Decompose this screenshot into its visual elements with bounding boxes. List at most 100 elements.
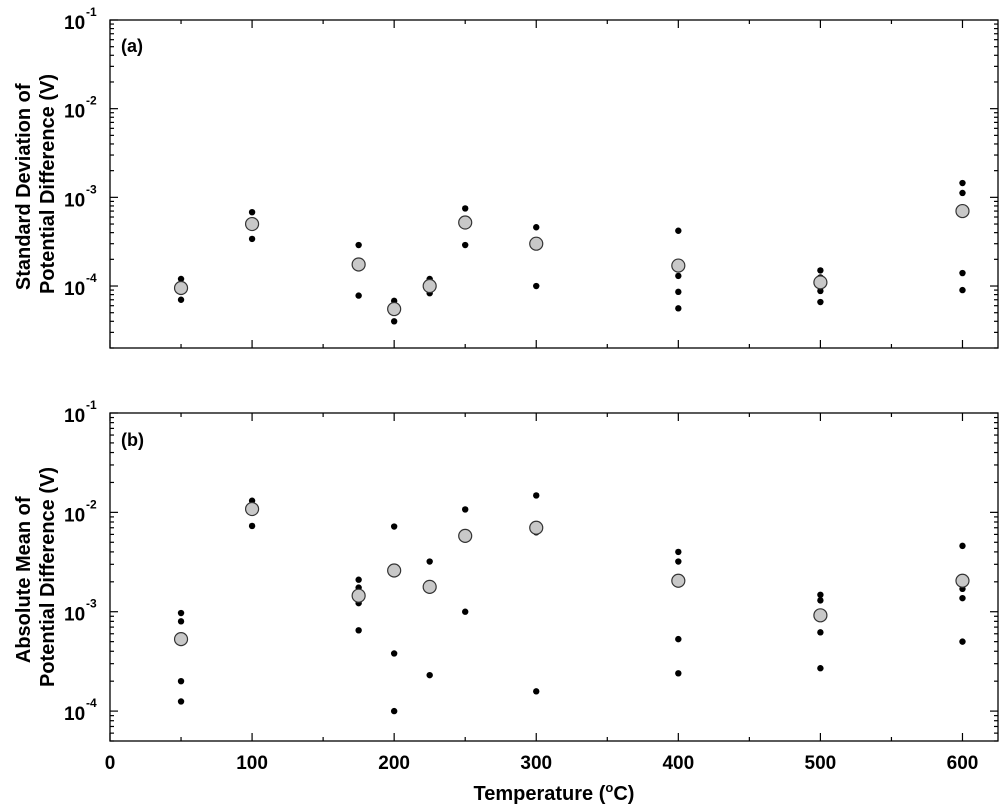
data-point-dot [533, 224, 540, 231]
data-point-mean [173, 632, 189, 647]
panel-a-y-axis-title-line-2: Potential Difference (V) [37, 74, 59, 294]
data-point-dot [817, 267, 824, 274]
data-point-mean [955, 573, 970, 588]
data-point-dot [355, 241, 362, 249]
panel-b-label: (b) [121, 430, 144, 450]
panel-a-label: (a) [121, 36, 143, 56]
panel-a-y-axis-title: Standard Deviation of Potential Differen… [13, 74, 59, 294]
data-point-dot [533, 492, 540, 499]
data-point-mean [671, 573, 686, 588]
y-tick-label: 10 [64, 605, 85, 626]
x-axis-title-superscript: o [605, 780, 613, 795]
data-point-mean [955, 203, 970, 219]
data-point-dot [177, 296, 185, 303]
data-point-dot [248, 208, 256, 216]
y-tick-label-exponent: -1 [86, 5, 97, 19]
data-point-dot [177, 677, 185, 685]
data-point-dot [817, 629, 824, 636]
data-point-dot [675, 548, 682, 556]
data-point-dot [426, 558, 433, 565]
data-point-dot [959, 189, 966, 197]
data-point-mean [173, 280, 189, 296]
data-point-mean [351, 588, 366, 603]
data-point-dot [177, 275, 185, 283]
data-point-dot [177, 609, 185, 617]
data-point-dot [462, 205, 469, 212]
x-axis-title: Temperature (oC) [474, 780, 635, 805]
y-tick-label: 10 [64, 505, 85, 526]
y-tick-label-exponent: -4 [86, 271, 97, 285]
data-point-dot [390, 707, 398, 715]
data-point-dot [355, 627, 362, 634]
y-tick-label-exponent: -4 [86, 696, 97, 710]
data-point-dot [959, 269, 966, 277]
x-tick-label: 0 [105, 753, 116, 774]
data-point-dot [462, 241, 469, 249]
x-axis-title-text: Temperature ( [474, 783, 606, 805]
data-point-dot [675, 227, 682, 234]
panel-b-y-axis-title: Absolute Mean of Potential Difference (V… [13, 467, 59, 687]
data-point-dot [675, 288, 682, 296]
panel-a: 10-410-310-210-1 (a) Standard Deviation … [13, 5, 999, 349]
panel-a-y-axis-title-line-1: Standard Deviation of [13, 83, 35, 290]
panel-b-y-axis-title-line-1: Absolute Mean of [13, 496, 35, 663]
panel-b-y-ticks: 10-410-310-210-1 [64, 398, 998, 742]
x-tick-label: 200 [378, 753, 410, 774]
data-point-dot [177, 698, 185, 705]
data-point-dot [248, 235, 256, 243]
data-point-mean [387, 563, 402, 578]
x-tick-label: 500 [805, 753, 837, 774]
data-point-mean [813, 275, 828, 290]
data-point-dot [959, 638, 966, 645]
data-point-dot [675, 670, 682, 677]
data-point-dot [390, 650, 398, 657]
y-tick-label: 10 [64, 406, 85, 427]
data-point-dot [462, 608, 469, 615]
y-tick-label: 10 [64, 13, 85, 34]
panel-a-frame [109, 19, 999, 349]
data-point-dot [675, 635, 682, 643]
data-point-dot [817, 591, 824, 599]
data-point-dot [817, 287, 824, 295]
data-point-dot [177, 618, 185, 625]
data-point-dot [462, 506, 469, 513]
data-point-dot [533, 282, 540, 290]
data-point-dot [959, 286, 966, 294]
data-point-mean [422, 278, 437, 294]
panel-b-x-ticks: 0 100 200 300 400 500 600 [105, 413, 978, 774]
data-point-dot [959, 179, 966, 187]
panel-b-points [173, 492, 970, 715]
data-point-dot [675, 558, 682, 565]
data-point-mean [351, 257, 366, 272]
panel-b: 0 100 200 300 400 500 600 10-410-310-210-1 (b)… [13, 398, 999, 774]
panel-b-frame [109, 412, 999, 742]
data-point-mean [458, 215, 473, 230]
y-tick-label-exponent: -3 [86, 597, 97, 611]
data-point-dot [248, 522, 256, 530]
y-tick-label-exponent: -2 [86, 94, 97, 108]
panel-b-y-axis-title-line-2: Potential Difference (V) [37, 467, 59, 687]
data-point-dot [390, 523, 398, 530]
y-tick-label: 10 [64, 190, 85, 211]
data-point-mean [422, 579, 437, 594]
data-point-mean [671, 258, 686, 273]
data-point-dot [675, 305, 682, 312]
data-point-mean [244, 216, 260, 232]
data-point-dot [959, 542, 966, 550]
panel-a-points [173, 179, 970, 325]
data-point-mean [387, 301, 402, 317]
y-tick-label-exponent: -3 [86, 182, 97, 196]
y-tick-label-exponent: -1 [86, 398, 97, 412]
data-point-dot [817, 665, 824, 672]
panel-a-x-ticks [109, 20, 964, 348]
data-point-mean [244, 501, 260, 517]
y-tick-label: 10 [64, 279, 85, 300]
data-point-dot [355, 576, 362, 583]
data-point-dot [675, 272, 682, 280]
x-axis-title-tail: C) [613, 783, 634, 805]
data-point-mean [529, 236, 544, 251]
y-tick-label: 10 [64, 704, 85, 725]
data-point-dot [533, 688, 540, 695]
panel-a-y-ticks: 10-410-310-210-1 [64, 5, 998, 349]
